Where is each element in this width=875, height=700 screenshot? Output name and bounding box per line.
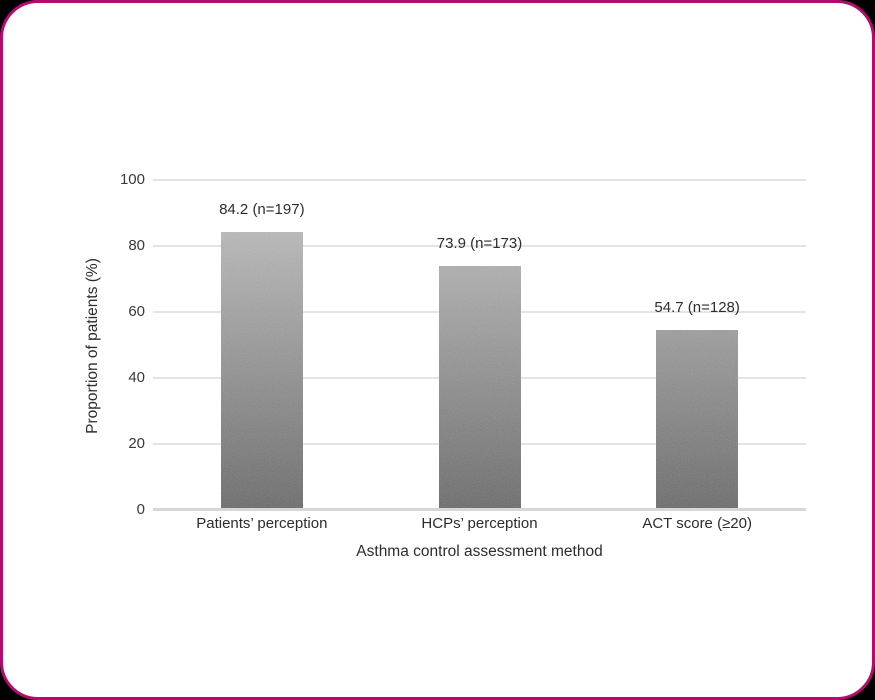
grain-texture (438, 266, 521, 510)
gridline-80 (153, 245, 806, 247)
bar-value-label-3: 54.7 (n=128) (654, 298, 740, 316)
y-tick-label-0: 0 (136, 501, 145, 518)
bar-2 (438, 266, 521, 510)
grain-texture (656, 329, 739, 510)
gridline-100 (153, 179, 806, 181)
bar-1 (220, 232, 303, 510)
bar-value-label-2: 73.9 (n=173) (436, 235, 523, 253)
bar-chart: Proportion of patients (%) 84.2 (n=197) 7… (3, 3, 872, 697)
y-axis-title: Proportion of patients (%) (84, 258, 101, 434)
y-tick-label-80: 80 (128, 237, 145, 254)
bar-3 (656, 329, 739, 510)
x-category-label-1: Patients’ perception (196, 515, 328, 532)
y-tick-label-60: 60 (128, 303, 145, 320)
bar-value-label-1: 84.2 (n=197) (219, 201, 305, 219)
y-tick-label-100: 100 (119, 171, 145, 188)
y-tick-label-20: 20 (128, 435, 145, 452)
x-axis-title: Asthma control assessment method (356, 543, 603, 560)
grain-texture (220, 232, 303, 510)
category-labels: Patients’ perception HCPs’ perception ACT … (153, 515, 806, 535)
plot-area: 84.2 (n=197) 73.9 (n=173) 54.7 (n=128) (153, 179, 806, 511)
y-tick-label-40: 40 (128, 369, 145, 386)
x-axis-line (153, 508, 806, 511)
x-category-label-3: ACT score (≥20) (642, 515, 752, 532)
x-category-label-2: HCPs’ perception (421, 515, 538, 532)
